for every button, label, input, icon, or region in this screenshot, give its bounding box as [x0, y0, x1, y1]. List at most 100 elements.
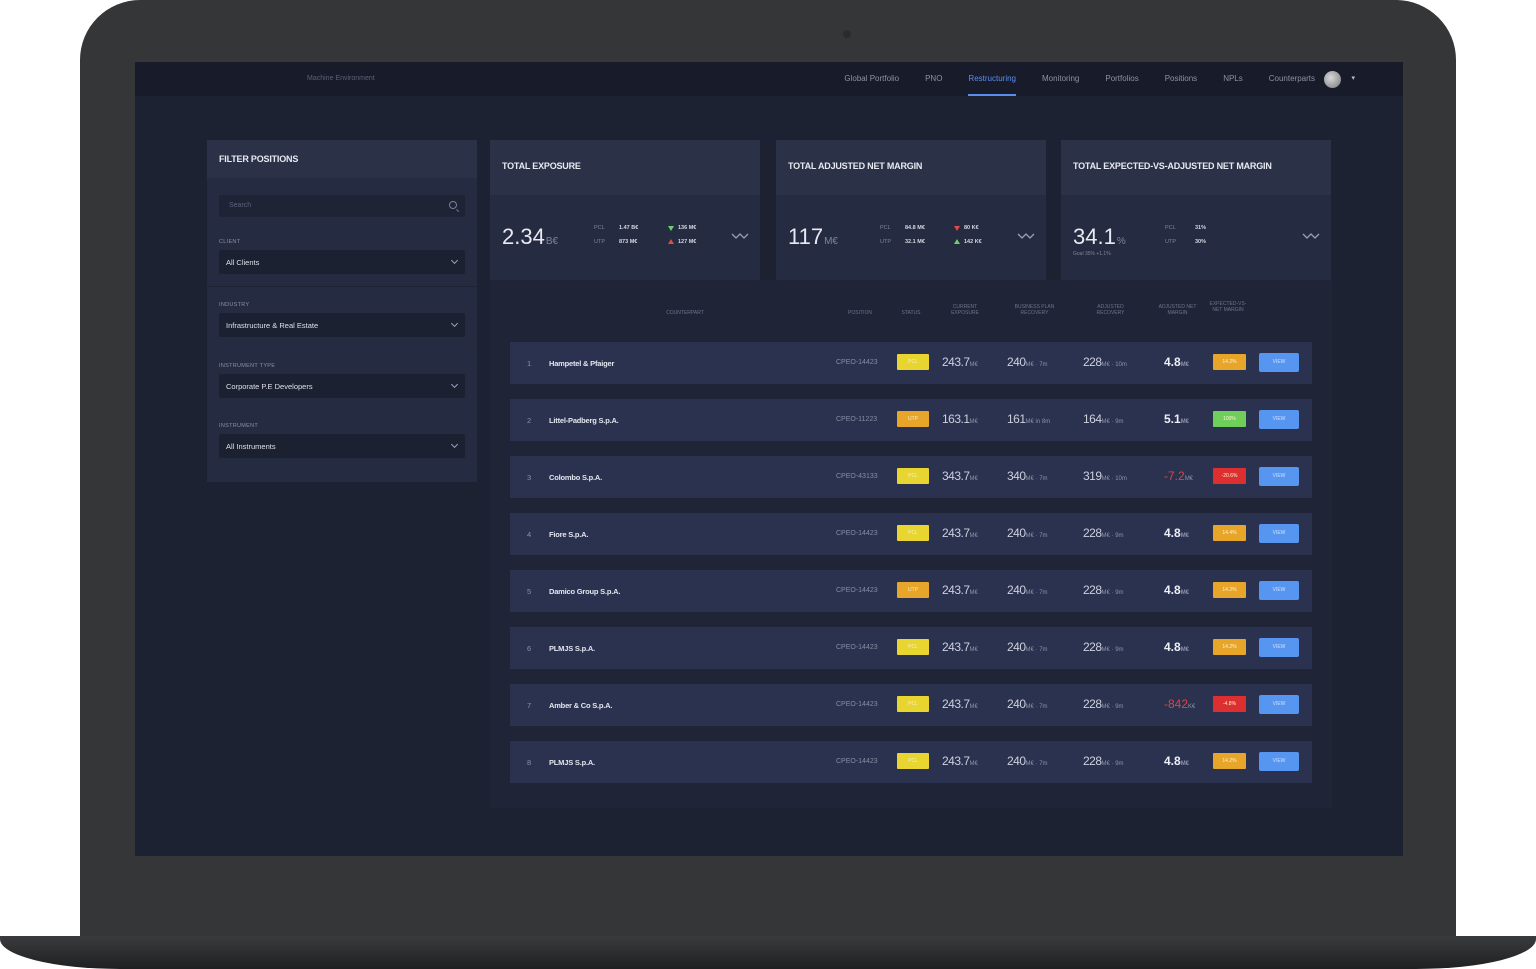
counterpart-name[interactable]: Amber & Co S.p.A.: [549, 701, 613, 710]
counterpart-name[interactable]: Damico Group S.p.A.: [549, 587, 621, 596]
margin-badge: 100%: [1213, 411, 1246, 427]
camera-icon: [843, 30, 851, 38]
counterpart-name[interactable]: Colombo S.p.A.: [549, 473, 603, 482]
counterpart-name[interactable]: PLMJS S.p.A.: [549, 644, 595, 653]
th-adjusted-recovery: ADJUSTED RECOVERY: [1096, 304, 1125, 316]
kpi-title: TOTAL EXPOSURE: [490, 140, 760, 195]
view-button[interactable]: VIEW: [1259, 524, 1299, 543]
counterpart-name[interactable]: Littel-Padberg S.p.A.: [549, 416, 619, 425]
business-plan-recovery: 240M€ · 7m: [1007, 583, 1048, 597]
table-row[interactable]: 7 Amber & Co S.p.A. CPEO-14423 PCL 243.7M€ 24…: [510, 684, 1312, 726]
kpi-delta-1: 80 K€: [964, 225, 979, 231]
adjusted-recovery: 228M€ · 9m: [1083, 583, 1124, 597]
position-code: CPEO-14423: [836, 587, 878, 594]
arrow-down-icon: [954, 226, 960, 231]
top-navigation-bar: Machine Environment Global Portfolio PNO…: [135, 62, 1403, 96]
table-row[interactable]: 5 Damico Group S.p.A. CPEO-14423 UTP 243.7M€…: [510, 570, 1312, 612]
position-code: CPEO-14423: [836, 644, 878, 651]
row-index: 2: [527, 416, 532, 425]
adjusted-net-margin: 4.8M€: [1164, 583, 1190, 597]
current-exposure: 243.7M€: [942, 697, 978, 711]
view-button[interactable]: VIEW: [1259, 581, 1299, 600]
counterpart-name[interactable]: Hampetel & Pfaiger: [549, 359, 615, 368]
kpi-label-pcl: PCL: [1165, 225, 1176, 231]
nav-counterparts[interactable]: Counterparts: [1268, 74, 1315, 83]
nav-portfolios[interactable]: Portfolios: [1105, 74, 1139, 83]
counterpart-name[interactable]: PLMJS S.p.A.: [549, 758, 595, 767]
kpi-label-utp: UTP: [594, 239, 605, 245]
nav-global-portfolio[interactable]: Global Portfolio: [844, 74, 900, 83]
kpi-delta-1: 136 M€: [678, 225, 697, 231]
th-status: STATUS: [901, 310, 921, 316]
th-current-exposure: CURRENT EXPOSURE: [951, 304, 979, 316]
industry-select[interactable]: Infrastructure & Real Estate: [219, 313, 465, 337]
trend-chevron-icon[interactable]: [731, 232, 749, 240]
adjusted-recovery: 228M€ · 9m: [1083, 640, 1124, 654]
position-code: CPEO-11223: [836, 416, 878, 423]
margin-badge: 14.2%: [1213, 753, 1246, 769]
industry-label: INDUSTRY: [219, 302, 250, 308]
margin-badge: -20.6%: [1213, 468, 1246, 484]
kpi-value-pcl: 84.8 M€: [905, 225, 925, 231]
table-row[interactable]: 4 Fiore S.p.A. CPEO-14423 PCL 243.7M€ 240M€ ·…: [510, 513, 1312, 555]
business-plan-recovery: 161M€ in 8m: [1007, 412, 1051, 426]
kpi-title: TOTAL EXPECTED-VS-ADJUSTED NET MARGIN: [1061, 140, 1331, 195]
industry-value: Infrastructure & Real Estate: [226, 321, 319, 330]
user-avatar[interactable]: [1324, 71, 1341, 88]
adjusted-recovery: 228M€ · 9m: [1083, 526, 1124, 540]
search-placeholder: Search: [229, 202, 252, 209]
current-exposure: 243.7M€: [942, 526, 978, 540]
table-row[interactable]: 8 PLMJS S.p.A. CPEO-14423 PCL 243.7M€ 240M€ ·…: [510, 741, 1312, 783]
trend-chevron-icon[interactable]: [1302, 232, 1320, 240]
position-code: CPEO-43133: [836, 473, 878, 480]
nav-npls[interactable]: NPLs: [1223, 74, 1243, 83]
view-button[interactable]: VIEW: [1259, 752, 1299, 771]
kpi-delta-2: 127 M€: [678, 239, 697, 245]
view-button[interactable]: VIEW: [1259, 467, 1299, 486]
instrument-select[interactable]: All Instruments: [219, 434, 465, 458]
trend-chevron-icon[interactable]: [1017, 232, 1035, 240]
table-row[interactable]: 6 PLMJS S.p.A. CPEO-14423 PCL 243.7M€ 240M€ ·…: [510, 627, 1312, 669]
chevron-down-icon: [450, 256, 459, 265]
kpi-value-utp: 32.1 M€: [905, 239, 925, 245]
nav-pno[interactable]: PNO: [925, 74, 943, 83]
nav-positions[interactable]: Positions: [1164, 74, 1198, 83]
view-button[interactable]: VIEW: [1259, 695, 1299, 714]
search-icon[interactable]: [449, 201, 457, 209]
brand-label: Machine Environment: [307, 75, 375, 82]
instrument-type-select[interactable]: Corporate P.E Developers: [219, 374, 465, 398]
table-row[interactable]: 2 Littel-Padberg S.p.A. CPEO-11223 UTP 163.1…: [510, 399, 1312, 441]
adjusted-recovery: 228M€ · 10m: [1083, 355, 1127, 369]
laptop-base: [0, 936, 1536, 969]
position-code: CPEO-14423: [836, 701, 878, 708]
arrow-up-icon: [954, 239, 960, 244]
row-index: 5: [527, 587, 532, 596]
row-index: 6: [527, 644, 532, 653]
business-plan-recovery: 240M€ · 7m: [1007, 640, 1048, 654]
table-row[interactable]: 1 Hampetel & Pfaiger CPEO-14423 PCL 243.7M€ 2…: [510, 342, 1312, 384]
view-button[interactable]: VIEW: [1259, 410, 1299, 429]
nav-restructuring[interactable]: Restructuring: [968, 62, 1016, 96]
kpi-label-utp: UTP: [880, 239, 891, 245]
arrow-up-icon: [668, 239, 674, 244]
current-exposure: 243.7M€: [942, 640, 978, 654]
caret-down-icon[interactable]: ▾: [1351, 75, 1355, 82]
business-plan-recovery: 240M€ · 7m: [1007, 697, 1048, 711]
client-select[interactable]: All Clients: [219, 250, 465, 274]
nav-monitoring[interactable]: Monitoring: [1042, 74, 1080, 83]
search-input[interactable]: Search: [219, 195, 465, 217]
client-value: All Clients: [226, 258, 260, 267]
view-button[interactable]: VIEW: [1259, 638, 1299, 657]
status-badge: PCL: [897, 468, 929, 484]
table-row[interactable]: 3 Colombo S.p.A. CPEO-43133 PCL 343.7M€ 340M€…: [510, 456, 1312, 498]
adjusted-recovery: 228M€ · 9m: [1083, 754, 1124, 768]
margin-badge: -4.8%: [1213, 696, 1246, 712]
kpi-value-pcl: 1.47 B€: [619, 225, 639, 231]
kpi-label-pcl: PCL: [594, 225, 605, 231]
th-business-plan-recovery: BUSINESS PLAN RECOVERY: [1014, 304, 1055, 316]
counterpart-name[interactable]: Fiore S.p.A.: [549, 530, 589, 539]
view-button[interactable]: VIEW: [1259, 353, 1299, 372]
margin-badge: 14.2%: [1213, 582, 1246, 598]
adjusted-net-margin: 4.8M€: [1164, 526, 1190, 540]
instrument-type-value: Corporate P.E Developers: [226, 382, 313, 391]
